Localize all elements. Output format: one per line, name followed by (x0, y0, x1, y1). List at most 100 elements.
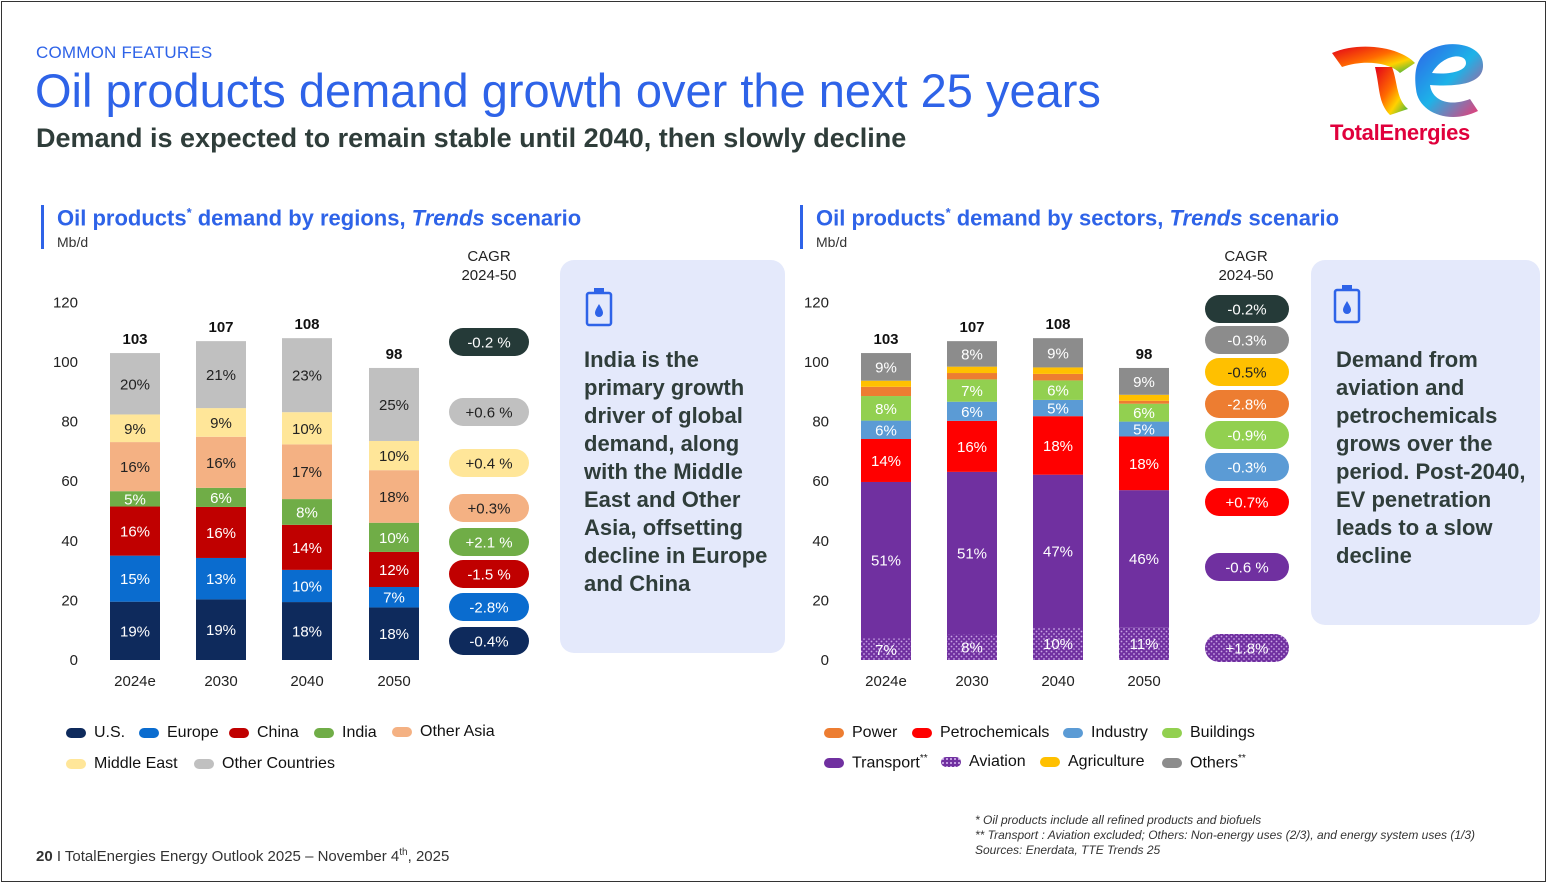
section-marker-left (41, 205, 44, 249)
legend-item: Petrochemicals (912, 724, 1049, 742)
bar-segment-industry (1033, 399, 1083, 417)
data-label: 14% (871, 453, 901, 470)
bar-segment-other_asia (196, 436, 246, 488)
legend-swatch (824, 758, 844, 769)
bar-segment-transport (1119, 490, 1169, 628)
bar-segment-india (110, 491, 160, 507)
data-label: 19% (206, 622, 236, 639)
cagr-header-sectors: CAGR 2024-50 (1218, 248, 1274, 284)
legend-swatch (392, 726, 412, 737)
cagr-pill-power (1205, 390, 1289, 418)
oil-can-icon (1333, 285, 1361, 324)
data-label: 8% (296, 504, 318, 521)
bar-segment-others (947, 341, 997, 367)
total-label: 98 (1136, 346, 1153, 363)
data-label: 9% (124, 421, 146, 438)
data-label: 23% (292, 368, 322, 385)
bar-segment-us (110, 601, 160, 660)
chart-sectors: 0204060801001207%51%14%6%8%9%1032024e8%5… (804, 294, 1289, 690)
bar-segment-europe (369, 586, 419, 608)
data-label: 7% (961, 383, 983, 400)
data-label: 16% (206, 525, 236, 542)
data-label: 9% (875, 359, 897, 376)
bar-segment-china (369, 551, 419, 587)
data-label: 51% (957, 546, 987, 563)
chart-title-regions: Oil products* demand by regions, Trends … (57, 205, 582, 231)
data-label: 15% (120, 571, 150, 588)
page-subtitle: Demand is expected to remain stable unti… (36, 123, 907, 153)
bar-segment-petrochemicals (861, 439, 911, 482)
legend-item: Power (824, 724, 897, 742)
y-unit-regions: Mb/d (57, 234, 89, 250)
bar-segment-others (1119, 367, 1169, 395)
legend-item: Buildings (1162, 724, 1255, 742)
cagr-value: -0.3% (1227, 460, 1266, 477)
cagr-pill-total (449, 328, 529, 356)
legend-item: India (314, 724, 377, 742)
cagr-value: -0.4% (469, 634, 508, 651)
bar-segment-others (1033, 338, 1083, 368)
legend-item: Others** (1162, 753, 1246, 772)
legend-item: Aviation (941, 753, 1026, 771)
cagr-pill-us (449, 627, 529, 655)
total-label: 107 (959, 319, 984, 336)
y-tick-label: 120 (804, 294, 829, 311)
bar-segment-china (110, 506, 160, 556)
cagr-value: +1.8% (1226, 641, 1269, 658)
data-label: 12% (379, 562, 409, 579)
cagr-value: -2.8% (1227, 397, 1266, 414)
bar-segment-us (369, 607, 419, 660)
data-label: 9% (1047, 345, 1069, 362)
totalenergies-logo-icon (1332, 44, 1484, 117)
data-label: 46% (1129, 551, 1159, 568)
cagr-pill-europe (449, 593, 529, 621)
y-tick-label: 0 (70, 652, 78, 669)
legend-item: U.S. (66, 724, 125, 742)
bar-segment-transport (1033, 474, 1083, 628)
bar-segment-other_countries (369, 367, 419, 441)
bar-segment-petrochemicals (1033, 416, 1083, 475)
y-tick-label: 100 (804, 354, 829, 371)
legend-item: Industry (1063, 724, 1148, 742)
y-tick-label: 20 (61, 592, 78, 609)
cagr-value: +2.1 % (465, 535, 512, 552)
cagr-pill-buildings (1205, 421, 1289, 449)
kicker: COMMON FEATURES (36, 43, 213, 62)
bar-segment-petrochemicals (947, 420, 997, 472)
bar-segment-others (861, 353, 911, 381)
cagr-header-regions: CAGR 2024-50 (461, 248, 517, 284)
data-label: 5% (124, 491, 146, 508)
legend-swatch (912, 727, 932, 738)
cagr-pill-total (1205, 295, 1289, 323)
cagr-value: -0.9% (1227, 428, 1266, 445)
cagr-pill-middle_east (449, 449, 529, 477)
legend-swatch (229, 727, 249, 738)
legend-swatch (194, 758, 214, 769)
bar-segment-other_countries (110, 353, 160, 415)
x-tick-label: 2030 (204, 673, 237, 690)
data-label: 21% (206, 367, 236, 384)
bar-segment-other_countries (196, 341, 246, 409)
cagr-pill-aviation (1205, 634, 1289, 662)
cagr-pill-others (1205, 326, 1289, 354)
bar-segment-buildings (947, 379, 997, 402)
data-label: 9% (210, 415, 232, 432)
legend-item: Other Countries (194, 755, 335, 773)
data-label: 10% (1043, 636, 1073, 653)
bar-segment-europe (196, 557, 246, 600)
y-tick-label: 60 (61, 473, 78, 490)
x-tick-label: 2030 (955, 673, 988, 690)
legend-item: China (229, 724, 299, 742)
bar-segment-europe (110, 555, 160, 602)
data-label: 16% (120, 459, 150, 476)
bar-segment-buildings (1033, 380, 1083, 400)
total-label: 108 (1045, 316, 1070, 333)
legend-item: Middle East (66, 755, 178, 773)
bar-segment-agriculture (1119, 394, 1169, 401)
cagr-pill-india (449, 528, 529, 556)
bar-segment-other_asia (282, 444, 332, 500)
legend-swatch (1162, 758, 1182, 769)
legend-item: Europe (139, 724, 219, 742)
oil-can-icon (585, 288, 613, 327)
